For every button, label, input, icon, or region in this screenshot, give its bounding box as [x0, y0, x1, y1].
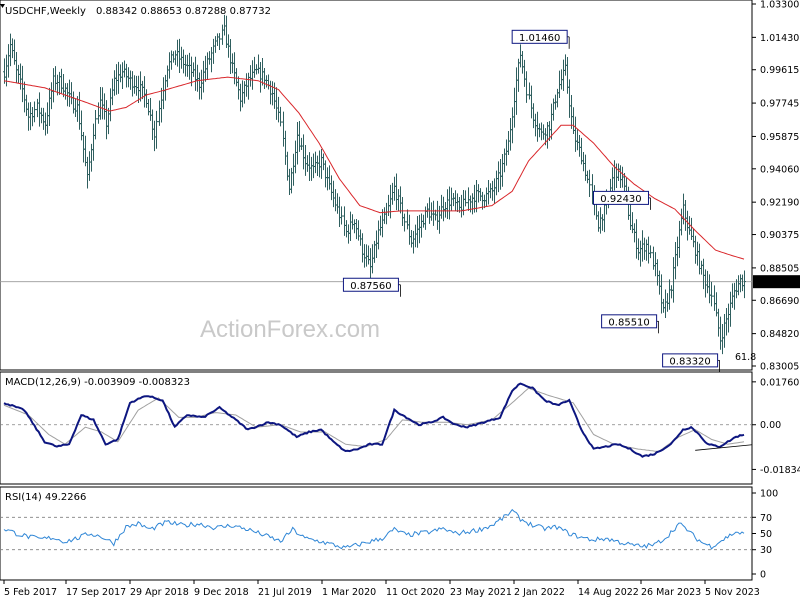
y-tick-label: 0.88505 [760, 263, 799, 274]
macd-line [3, 382, 745, 458]
level-label-box [342, 277, 399, 292]
y-tick-label: 1.01430 [760, 33, 799, 44]
x-tick-label: 29 Apr 2018 [130, 587, 189, 598]
x-tick-label: 11 Oct 2020 [386, 587, 445, 598]
macd-series-layer [0, 382, 753, 458]
level-label: 0.83320 [669, 356, 710, 367]
y-tick-label: 0.92190 [760, 198, 799, 209]
y-tick-label: 100 [760, 489, 778, 500]
macd-title: MACD(12,26,9) -0.003909 -0.008323 [5, 377, 190, 388]
y-tick-label: 0.90375 [760, 230, 799, 241]
y-tick-label: 0.97745 [760, 99, 799, 110]
price-series-layer: 1.01460 0.92430 0.87560 0.85510 0.83320 61.8 [0, 14, 756, 373]
price-pane [0, 0, 753, 371]
level-label-box [601, 314, 658, 329]
y-tick-label: 0.94060 [760, 164, 799, 175]
level-label-box [662, 353, 719, 368]
y-tick-label: 1.03300 [760, 0, 799, 11]
price-title: USDCHF,Weekly [5, 6, 86, 17]
y-tick-label: -0.01834 [760, 465, 800, 476]
x-tick-label: 1 Mar 2020 [322, 587, 376, 598]
dropdown-triangle-icon[interactable] [0, 4, 5, 8]
x-tick-label: 21 Jul 2019 [258, 587, 312, 598]
macd-trendline [695, 444, 753, 451]
y-tick-label: 0.00 [760, 420, 781, 431]
y-tick-label: 0.017603 [760, 377, 800, 388]
last-price-tag-label: 0.87732 [759, 277, 798, 288]
y-tick-label: 0.95875 [760, 132, 799, 143]
y-tick-label: 0.99615 [760, 65, 799, 76]
rsi-title: RSI(14) 49.2266 [5, 492, 86, 503]
level-label: 0.85510 [608, 317, 649, 328]
y-tick-label: 0 [760, 570, 766, 581]
x-tick-label: 9 Dec 2018 [194, 587, 249, 598]
macd-pane [0, 371, 753, 485]
level-label-box [592, 190, 649, 205]
y-tick-label: 0.86690 [760, 296, 799, 307]
moving-average-line [3, 76, 745, 260]
macd-pane-frame [0, 371, 753, 485]
y-tick-label: 70 [760, 513, 772, 524]
rsi-line [3, 508, 745, 550]
watermark: ActionForex.com [200, 316, 380, 343]
x-tick-label: 26 Mar 2023 [641, 587, 701, 598]
rsi-pane-frame [0, 486, 753, 581]
fib-label: 61.8 [735, 352, 756, 363]
price-ohlc-readout: 0.88342 0.88653 0.87288 0.87732 [96, 6, 271, 17]
level-label: 1.01460 [519, 33, 560, 44]
y-tick-label: 50 [760, 529, 772, 540]
y-tick-label: 0.84820 [760, 329, 799, 340]
x-tick-label: 14 Aug 2022 [578, 587, 639, 598]
last-price-tag [753, 275, 800, 289]
y-tick-label: 30 [760, 545, 772, 556]
level-label: 0.87560 [350, 281, 391, 292]
price-pane-frame [0, 0, 753, 371]
x-tick-label: 5 Feb 2017 [4, 587, 57, 598]
x-tick-label: 2 Jan 2022 [514, 587, 565, 598]
x-tick-label: 23 May 2021 [450, 587, 512, 598]
macd-signal-line [3, 387, 745, 453]
x-tick-label: 17 Sep 2017 [66, 587, 126, 598]
y-axis-layer: 1.03300 1.01430 0.99615 0.97745 0.95875 0.940… [752, 0, 800, 581]
x-axis-layer: 5 Feb 2017 17 Sep 2017 29 Apr 2018 9 Dec 20… [3, 580, 760, 598]
y-tick-label: 0.83005 [760, 362, 799, 373]
x-tick-label: 5 Nov 2023 [705, 587, 760, 598]
level-label-box [511, 29, 568, 44]
level-label: 0.92430 [600, 194, 641, 205]
rsi-pane [0, 486, 753, 581]
rsi-series-layer [0, 508, 752, 551]
